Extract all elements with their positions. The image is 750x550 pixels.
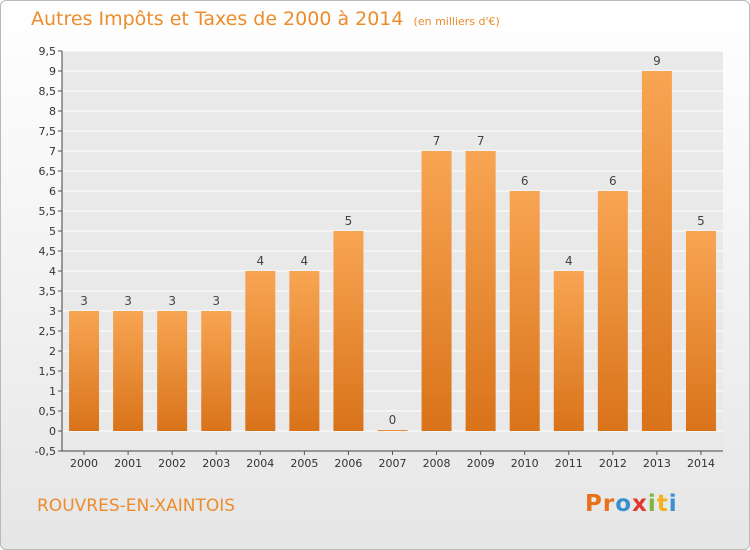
y-tick-label: 6 — [49, 185, 56, 198]
x-tick-label: 2005 — [290, 457, 318, 470]
bar-value-label: 3 — [212, 294, 220, 308]
bar-value-label: 7 — [477, 134, 485, 148]
bar — [421, 151, 452, 431]
x-tick-label: 2012 — [599, 457, 627, 470]
logo-letter: r — [602, 491, 616, 517]
x-tick-label: 2006 — [334, 457, 362, 470]
y-tick-label: 8,5 — [39, 85, 57, 98]
y-tick-label: -0,5 — [35, 445, 56, 458]
chart-title: Autres Impôts et Taxes de 2000 à 2014 (e… — [31, 8, 500, 30]
logo-letter: x — [632, 491, 648, 517]
logo-letter: i — [668, 491, 678, 517]
bar — [685, 231, 716, 431]
bar-value-label: 3 — [124, 294, 132, 308]
y-tick-label: 2 — [49, 345, 56, 358]
y-tick-label: 1,5 — [39, 365, 57, 378]
chart-title-text: Autres Impôts et Taxes de 2000 à 2014 — [31, 8, 404, 30]
bar — [333, 231, 364, 431]
y-tick-label: 6,5 — [39, 165, 57, 178]
y-tick-label: 1 — [49, 385, 56, 398]
bar-value-label: 5 — [697, 214, 705, 228]
bar — [377, 430, 408, 431]
bar-value-label: 4 — [565, 254, 573, 268]
y-tick-label: 0 — [49, 425, 56, 438]
bar-value-label: 6 — [609, 174, 617, 188]
y-tick-label: 9,5 — [39, 45, 57, 58]
bar — [641, 71, 672, 431]
bar — [509, 191, 540, 431]
bar — [553, 271, 584, 431]
bar-value-label: 4 — [256, 254, 264, 268]
x-tick-label: 2010 — [511, 457, 539, 470]
bar — [597, 191, 628, 431]
y-tick-label: 5 — [49, 225, 56, 238]
y-tick-label: 8 — [49, 105, 56, 118]
town-name: ROUVRES-EN-XAINTOIS — [37, 496, 236, 516]
y-tick-label: 3,5 — [39, 285, 57, 298]
y-tick-label: 4,5 — [39, 245, 57, 258]
x-tick-label: 2003 — [202, 457, 230, 470]
bar-value-label: 6 — [521, 174, 529, 188]
y-tick-label: 7 — [49, 145, 56, 158]
bar-value-label: 3 — [168, 294, 176, 308]
y-tick-label: 7,5 — [39, 125, 57, 138]
proxiti-logo: Proxiti — [585, 491, 678, 517]
x-tick-label: 2008 — [423, 457, 451, 470]
x-tick-label: 2014 — [687, 457, 715, 470]
x-tick-label: 2001 — [114, 457, 142, 470]
bar — [157, 311, 188, 431]
x-tick-label: 2013 — [643, 457, 671, 470]
y-tick-label: 2,5 — [39, 325, 57, 338]
bar-value-label: 5 — [345, 214, 353, 228]
bar — [113, 311, 144, 431]
bar — [201, 311, 232, 431]
x-tick-label: 2000 — [70, 457, 98, 470]
bar-value-label: 4 — [301, 254, 309, 268]
x-tick-label: 2004 — [246, 457, 274, 470]
bar-value-label: 3 — [80, 294, 88, 308]
chart-subtitle: (en milliers d'€) — [413, 15, 500, 28]
bar-value-label: 7 — [433, 134, 441, 148]
y-tick-label: 9 — [49, 65, 56, 78]
logo-letter: i — [647, 491, 657, 517]
x-tick-label: 2007 — [379, 457, 407, 470]
bar-value-label: 9 — [653, 54, 661, 68]
x-tick-label: 2011 — [555, 457, 583, 470]
x-tick-label: 2009 — [467, 457, 495, 470]
x-tick-label: 2002 — [158, 457, 186, 470]
y-tick-label: 5,5 — [39, 205, 57, 218]
y-tick-label: 4 — [49, 265, 56, 278]
logo-letter: o — [615, 491, 633, 517]
bar-value-label: 0 — [389, 413, 397, 427]
logo-letter: P — [585, 491, 603, 517]
bar — [289, 271, 320, 431]
bar — [69, 311, 100, 431]
bar — [465, 151, 496, 431]
bar — [245, 271, 276, 431]
y-tick-label: 3 — [49, 305, 56, 318]
logo-letter: t — [656, 491, 669, 517]
y-tick-label: 0,5 — [39, 405, 57, 418]
